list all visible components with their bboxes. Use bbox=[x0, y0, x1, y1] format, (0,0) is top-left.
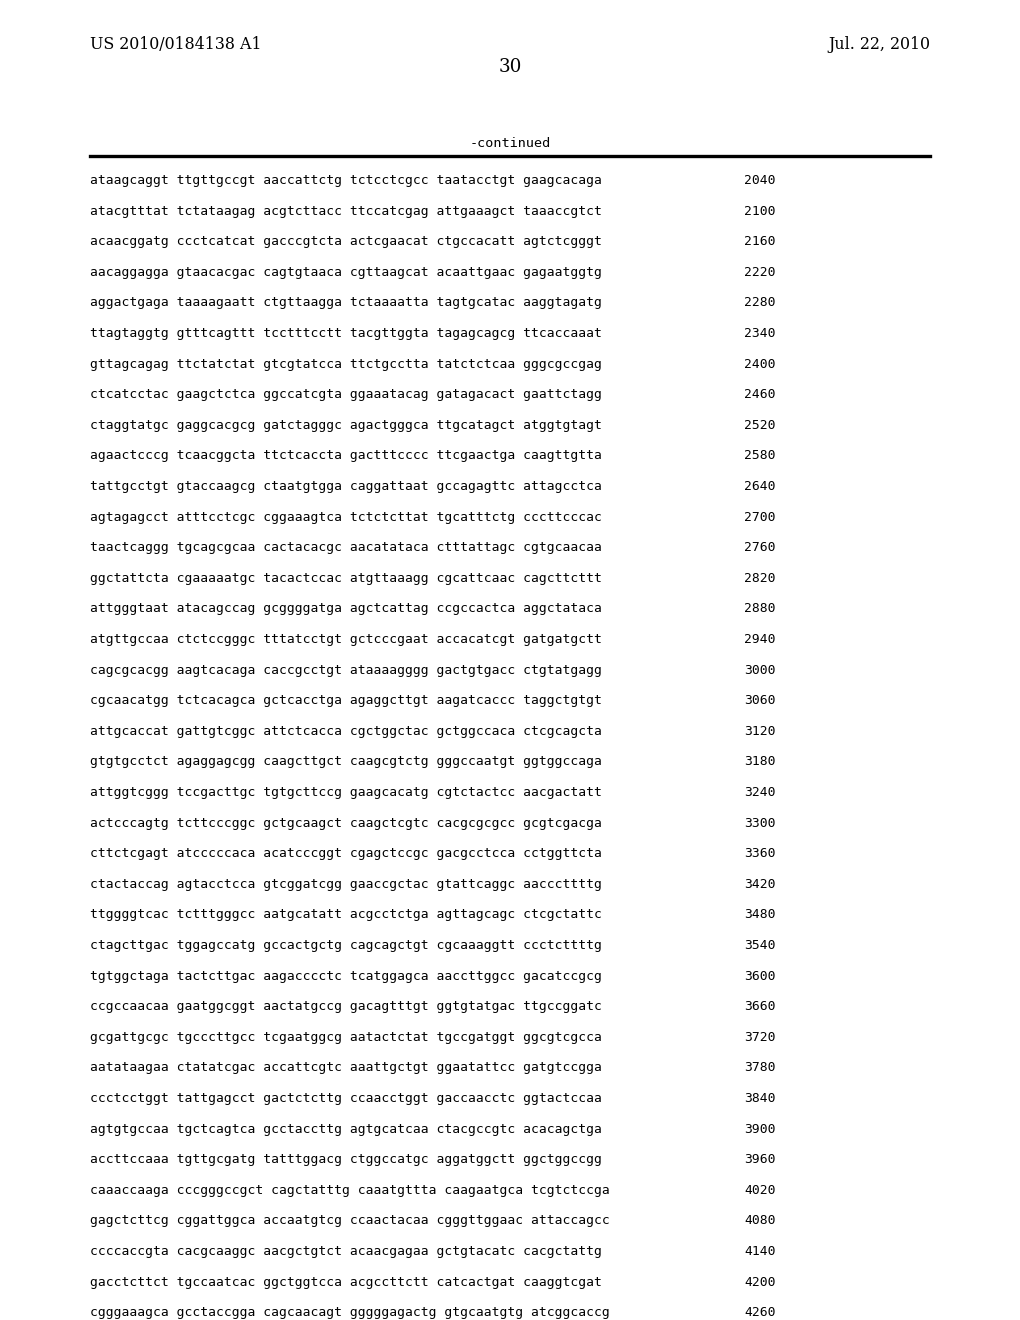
Text: Jul. 22, 2010: Jul. 22, 2010 bbox=[828, 36, 930, 53]
Text: 2340: 2340 bbox=[744, 327, 775, 341]
Text: tgtggctaga tactcttgac aagacccctc tcatggagca aaccttggcc gacatccgcg: tgtggctaga tactcttgac aagacccctc tcatgga… bbox=[90, 970, 602, 982]
Text: cgcaacatgg tctcacagca gctcacctga agaggcttgt aagatcaccc taggctgtgt: cgcaacatgg tctcacagca gctcacctga agaggct… bbox=[90, 694, 602, 708]
Text: ccccaccgta cacgcaaggc aacgctgtct acaacgagaa gctgtacatc cacgctattg: ccccaccgta cacgcaaggc aacgctgtct acaacga… bbox=[90, 1245, 602, 1258]
Text: 3780: 3780 bbox=[744, 1061, 775, 1074]
Text: 2460: 2460 bbox=[744, 388, 775, 401]
Text: 3900: 3900 bbox=[744, 1122, 775, 1135]
Text: aggactgaga taaaagaatt ctgttaagga tctaaaatta tagtgcatac aaggtagatg: aggactgaga taaaagaatt ctgttaagga tctaaaa… bbox=[90, 297, 602, 309]
Text: 4020: 4020 bbox=[744, 1184, 775, 1197]
Text: 3660: 3660 bbox=[744, 1001, 775, 1014]
Text: aacaggagga gtaacacgac cagtgtaaca cgttaagcat acaattgaac gagaatggtg: aacaggagga gtaacacgac cagtgtaaca cgttaag… bbox=[90, 265, 602, 279]
Text: agaactcccg tcaacggcta ttctcaccta gactttcccc ttcgaactga caagttgtta: agaactcccg tcaacggcta ttctcaccta gactttc… bbox=[90, 449, 602, 462]
Text: attggtcggg tccgacttgc tgtgcttccg gaagcacatg cgtctactcc aacgactatt: attggtcggg tccgacttgc tgtgcttccg gaagcac… bbox=[90, 785, 602, 799]
Text: 4260: 4260 bbox=[744, 1307, 775, 1319]
Text: 3120: 3120 bbox=[744, 725, 775, 738]
Text: gcgattgcgc tgcccttgcc tcgaatggcg aatactctat tgccgatggt ggcgtcgcca: gcgattgcgc tgcccttgcc tcgaatggcg aatactc… bbox=[90, 1031, 602, 1044]
Text: 2760: 2760 bbox=[744, 541, 775, 554]
Text: 2820: 2820 bbox=[744, 572, 775, 585]
Text: ttggggtcac tctttgggcc aatgcatatt acgcctctga agttagcagc ctcgctattc: ttggggtcac tctttgggcc aatgcatatt acgcctc… bbox=[90, 908, 602, 921]
Text: attgggtaat atacagccag gcggggatga agctcattag ccgccactca aggctataca: attgggtaat atacagccag gcggggatga agctcat… bbox=[90, 602, 602, 615]
Text: 2280: 2280 bbox=[744, 297, 775, 309]
Text: ggctattcta cgaaaaatgc tacactccac atgttaaagg cgcattcaac cagcttcttt: ggctattcta cgaaaaatgc tacactccac atgttaa… bbox=[90, 572, 602, 585]
Text: accttccaaa tgttgcgatg tatttggacg ctggccatgc aggatggctt ggctggccgg: accttccaaa tgttgcgatg tatttggacg ctggcca… bbox=[90, 1154, 602, 1166]
Text: ccgccaacaa gaatggcggt aactatgccg gacagtttgt ggtgtatgac ttgccggatc: ccgccaacaa gaatggcggt aactatgccg gacagtt… bbox=[90, 1001, 602, 1014]
Text: 4080: 4080 bbox=[744, 1214, 775, 1228]
Text: ccctcctggt tattgagcct gactctcttg ccaacctggt gaccaacctc ggtactccaa: ccctcctggt tattgagcct gactctcttg ccaacct… bbox=[90, 1092, 602, 1105]
Text: ataagcaggt ttgttgccgt aaccattctg tctcctcgcc taatacctgt gaagcacaga: ataagcaggt ttgttgccgt aaccattctg tctcctc… bbox=[90, 174, 602, 187]
Text: caaaccaaga cccgggccgct cagctatttg caaatgttta caagaatgca tcgtctccga: caaaccaaga cccgggccgct cagctatttg caaatg… bbox=[90, 1184, 610, 1197]
Text: 2580: 2580 bbox=[744, 449, 775, 462]
Text: 3300: 3300 bbox=[744, 817, 775, 829]
Text: 2400: 2400 bbox=[744, 358, 775, 371]
Text: 30: 30 bbox=[499, 58, 521, 75]
Text: -continued: -continued bbox=[469, 137, 551, 150]
Text: cgggaaagca gcctaccgga cagcaacagt gggggagactg gtgcaatgtg atcggcaccg: cgggaaagca gcctaccgga cagcaacagt gggggag… bbox=[90, 1307, 610, 1319]
Text: US 2010/0184138 A1: US 2010/0184138 A1 bbox=[90, 36, 261, 53]
Text: 3840: 3840 bbox=[744, 1092, 775, 1105]
Text: aatataagaa ctatatcgac accattcgtc aaattgctgt ggaatattcc gatgtccgga: aatataagaa ctatatcgac accattcgtc aaattgc… bbox=[90, 1061, 602, 1074]
Text: taactcaggg tgcagcgcaa cactacacgc aacatataca ctttattagc cgtgcaacaa: taactcaggg tgcagcgcaa cactacacgc aacatat… bbox=[90, 541, 602, 554]
Text: 2220: 2220 bbox=[744, 265, 775, 279]
Text: 3060: 3060 bbox=[744, 694, 775, 708]
Text: cttctcgagt atcccccaca acatcccggt cgagctccgc gacgcctcca cctggttcta: cttctcgagt atcccccaca acatcccggt cgagctc… bbox=[90, 847, 602, 861]
Text: 3720: 3720 bbox=[744, 1031, 775, 1044]
Text: atgttgccaa ctctccgggc tttatcctgt gctcccgaat accacatcgt gatgatgctt: atgttgccaa ctctccgggc tttatcctgt gctcccg… bbox=[90, 634, 602, 645]
Text: 3480: 3480 bbox=[744, 908, 775, 921]
Text: 3240: 3240 bbox=[744, 785, 775, 799]
Text: 2040: 2040 bbox=[744, 174, 775, 187]
Text: 2100: 2100 bbox=[744, 205, 775, 218]
Text: tattgcctgt gtaccaagcg ctaatgtgga caggattaat gccagagttc attagcctca: tattgcctgt gtaccaagcg ctaatgtgga caggatt… bbox=[90, 480, 602, 492]
Text: 2640: 2640 bbox=[744, 480, 775, 492]
Text: ctagcttgac tggagccatg gccactgctg cagcagctgt cgcaaaggtt ccctcttttg: ctagcttgac tggagccatg gccactgctg cagcagc… bbox=[90, 939, 602, 952]
Text: gtgtgcctct agaggagcgg caagcttgct caagcgtctg gggccaatgt ggtggccaga: gtgtgcctct agaggagcgg caagcttgct caagcgt… bbox=[90, 755, 602, 768]
Text: attgcaccat gattgtcggc attctcacca cgctggctac gctggccaca ctcgcagcta: attgcaccat gattgtcggc attctcacca cgctggc… bbox=[90, 725, 602, 738]
Text: 4140: 4140 bbox=[744, 1245, 775, 1258]
Text: ttagtaggtg gtttcagttt tcctttcctt tacgttggta tagagcagcg ttcaccaaat: ttagtaggtg gtttcagttt tcctttcctt tacgttg… bbox=[90, 327, 602, 341]
Text: gacctcttct tgccaatcac ggctggtcca acgccttctt catcactgat caaggtcgat: gacctcttct tgccaatcac ggctggtcca acgcctt… bbox=[90, 1275, 602, 1288]
Text: 4200: 4200 bbox=[744, 1275, 775, 1288]
Text: ctaggtatgc gaggcacgcg gatctagggc agactgggca ttgcatagct atggtgtagt: ctaggtatgc gaggcacgcg gatctagggc agactgg… bbox=[90, 418, 602, 432]
Text: 2520: 2520 bbox=[744, 418, 775, 432]
Text: 3540: 3540 bbox=[744, 939, 775, 952]
Text: atacgtttat tctataagag acgtcttacc ttccatcgag attgaaagct taaaccgtct: atacgtttat tctataagag acgtcttacc ttccatc… bbox=[90, 205, 602, 218]
Text: gttagcagag ttctatctat gtcgtatcca ttctgcctta tatctctcaa gggcgccgag: gttagcagag ttctatctat gtcgtatcca ttctgcc… bbox=[90, 358, 602, 371]
Text: 3360: 3360 bbox=[744, 847, 775, 861]
Text: 3420: 3420 bbox=[744, 878, 775, 891]
Text: agtgtgccaa tgctcagtca gcctaccttg agtgcatcaa ctacgccgtc acacagctga: agtgtgccaa tgctcagtca gcctaccttg agtgcat… bbox=[90, 1122, 602, 1135]
Text: 3180: 3180 bbox=[744, 755, 775, 768]
Text: ctactaccag agtacctcca gtcggatcgg gaaccgctac gtattcaggc aacccttttg: ctactaccag agtacctcca gtcggatcgg gaaccgc… bbox=[90, 878, 602, 891]
Text: agtagagcct atttcctcgc cggaaagtca tctctcttat tgcatttctg cccttcccac: agtagagcct atttcctcgc cggaaagtca tctctct… bbox=[90, 511, 602, 524]
Text: cagcgcacgg aagtcacaga caccgcctgt ataaaagggg gactgtgacc ctgtatgagg: cagcgcacgg aagtcacaga caccgcctgt ataaaag… bbox=[90, 664, 602, 677]
Text: 2940: 2940 bbox=[744, 634, 775, 645]
Text: 3960: 3960 bbox=[744, 1154, 775, 1166]
Text: 3000: 3000 bbox=[744, 664, 775, 677]
Text: ctcatcctac gaagctctca ggccatcgta ggaaatacag gatagacact gaattctagg: ctcatcctac gaagctctca ggccatcgta ggaaata… bbox=[90, 388, 602, 401]
Text: gagctcttcg cggattggca accaatgtcg ccaactacaa cgggttggaac attaccagcc: gagctcttcg cggattggca accaatgtcg ccaacta… bbox=[90, 1214, 610, 1228]
Text: actcccagtg tcttcccggc gctgcaagct caagctcgtc cacgcgcgcc gcgtcgacga: actcccagtg tcttcccggc gctgcaagct caagctc… bbox=[90, 817, 602, 829]
Text: 3600: 3600 bbox=[744, 970, 775, 982]
Text: acaacggatg ccctcatcat gacccgtcta actcgaacat ctgccacatt agtctcgggt: acaacggatg ccctcatcat gacccgtcta actcgaa… bbox=[90, 235, 602, 248]
Text: 2160: 2160 bbox=[744, 235, 775, 248]
Text: 2880: 2880 bbox=[744, 602, 775, 615]
Text: 2700: 2700 bbox=[744, 511, 775, 524]
